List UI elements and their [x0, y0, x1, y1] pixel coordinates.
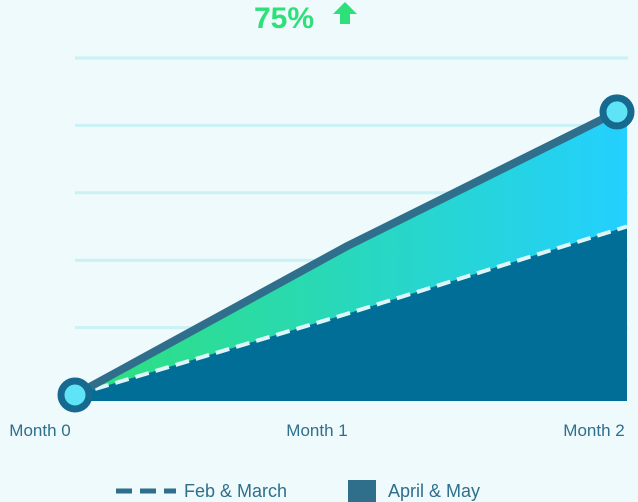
series-lines — [73, 108, 628, 399]
x-axis: Month 0 Month 1 Month 2 — [9, 421, 624, 440]
legend-label: April & May — [388, 481, 480, 501]
x-tick-label: Month 0 — [9, 421, 70, 440]
x-tick-label: Month 1 — [286, 421, 347, 440]
headline-value: 75% — [254, 2, 314, 35]
legend-item-april-may: April & May — [348, 480, 480, 502]
line-feb-march — [74, 224, 628, 397]
x-tick-label: Month 2 — [563, 421, 624, 440]
legend-item-feb-march: Feb & March — [116, 481, 287, 501]
headline-group: 75% — [254, 2, 357, 35]
line-april-may — [73, 108, 619, 399]
series-areas — [75, 111, 627, 402]
data-point-marker — [599, 94, 635, 130]
legend: Feb & March April & May — [116, 480, 480, 502]
series-points — [57, 94, 635, 413]
data-point-marker — [57, 377, 93, 413]
legend-square-marker — [348, 480, 376, 502]
arrow-up-icon — [333, 2, 357, 24]
legend-label: Feb & March — [184, 481, 287, 501]
